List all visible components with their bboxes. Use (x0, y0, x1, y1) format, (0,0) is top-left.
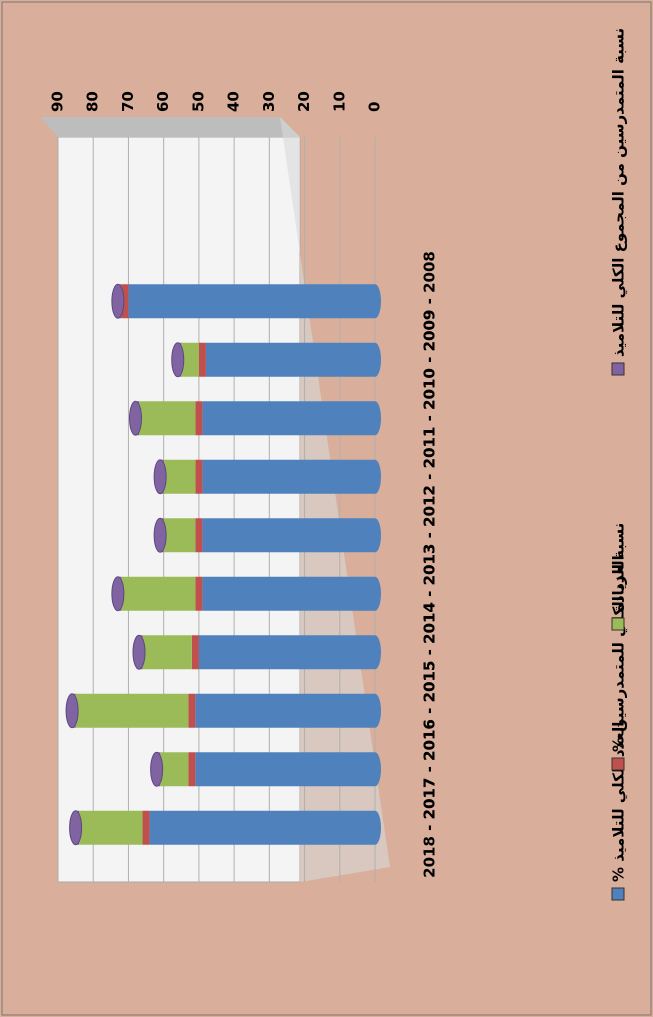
x-tick-label: 2014 - 2013 (421, 544, 439, 644)
bar-base (369, 752, 381, 787)
y-tick-label: 50 (189, 91, 207, 112)
x-tick-label: 2018 - 2017 (421, 778, 439, 878)
bar-base (369, 518, 381, 553)
bar-segment (128, 284, 375, 319)
bar-segment (181, 342, 199, 377)
x-tick-label: 2012 - 2011 (421, 427, 439, 527)
bar-segment (205, 342, 375, 377)
y-tick-label: 40 (225, 91, 243, 112)
bar-segment (75, 693, 189, 728)
bar-cap (153, 459, 167, 495)
y-tick-label: 0 (366, 102, 384, 112)
bar-segment (195, 459, 203, 494)
side-wall (40, 117, 300, 137)
bar-segment (163, 459, 196, 494)
legend-swatch (611, 757, 625, 771)
legend-swatch (611, 617, 625, 631)
x-tick-label: 2011 - 2010 (421, 368, 439, 468)
x-tick-label: 2009 - 2008 (421, 251, 439, 351)
bar-segment (149, 810, 375, 845)
bar-segment (188, 752, 196, 787)
bar-base (369, 693, 381, 728)
bar-cap (150, 751, 164, 787)
x-tick-label: 2016 - 2015 (421, 661, 439, 761)
bar-segment (195, 693, 375, 728)
legend-label: % العدد الكلي للمتمدرسين (610, 555, 628, 752)
bar-segment (198, 342, 206, 377)
bar-segment (195, 576, 203, 611)
legend-swatch (611, 362, 625, 376)
bar-cap (153, 517, 167, 553)
bar-segment (142, 810, 150, 845)
bar-segment (188, 693, 196, 728)
x-tick-label: 2010 - 2009 (421, 310, 439, 410)
y-tick-label: 30 (260, 91, 278, 112)
y-tick-label: 90 (49, 91, 67, 112)
bar-segment (202, 459, 375, 494)
bar-base (369, 284, 381, 319)
y-tick-label: 70 (119, 91, 137, 112)
bar-cap (128, 400, 142, 436)
legend-label: نسبة الزيادة (610, 523, 628, 612)
bar-segment (139, 401, 196, 436)
bar-segment (198, 635, 375, 670)
bar-base (369, 635, 381, 670)
y-tick-label: 20 (295, 91, 313, 112)
bar-segment (195, 518, 203, 553)
bar-segment (121, 576, 196, 611)
legend-label: نسبة المتمدرسين من المجموع الكلي للتلامي… (610, 28, 628, 357)
bar-segment (163, 518, 196, 553)
bar-segment (142, 635, 192, 670)
bar-segment (160, 752, 189, 787)
bar-segment (195, 401, 203, 436)
bar-cap (111, 576, 125, 612)
bar-base (369, 576, 381, 611)
bar-base (369, 401, 381, 436)
x-tick-label: 2015 - 2014 (421, 602, 439, 702)
bar-cap (132, 634, 146, 670)
x-tick-label: 2017 - 2016 (421, 719, 439, 819)
bar-base (369, 810, 381, 845)
bar-base (369, 342, 381, 377)
bar-segment (202, 576, 375, 611)
y-tick-label: 60 (154, 91, 172, 112)
bar-cap (69, 810, 83, 846)
bar-segment (191, 635, 199, 670)
bar-segment (202, 401, 375, 436)
y-tick-label: 80 (84, 91, 102, 112)
legend-swatch (611, 887, 625, 901)
bar-base (369, 459, 381, 494)
bar-segment (202, 518, 375, 553)
x-tick-label: 2013 - 2012 (421, 485, 439, 585)
bar-segment (79, 810, 143, 845)
bar-cap (171, 342, 185, 378)
bar-segment (195, 752, 375, 787)
bar-cap (65, 693, 79, 729)
bar-cap (111, 283, 125, 319)
y-tick-label: 10 (330, 91, 348, 112)
